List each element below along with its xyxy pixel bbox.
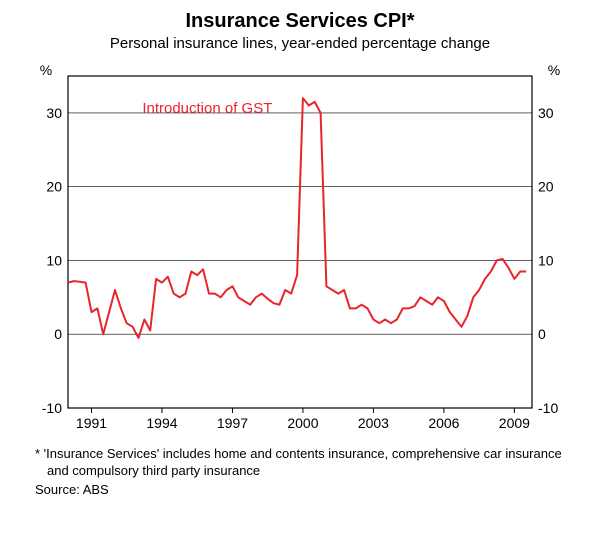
svg-text:10: 10	[538, 252, 554, 268]
svg-text:2009: 2009	[499, 415, 530, 431]
svg-text:0: 0	[54, 326, 62, 342]
svg-text:2000: 2000	[287, 415, 318, 431]
chart-subtitle: Personal insurance lines, year-ended per…	[15, 35, 585, 52]
svg-text:0: 0	[538, 326, 546, 342]
svg-text:20: 20	[46, 179, 62, 195]
line-chart-svg: -10 -10 0 0 10 10 20 20 30 30%% 1991 1994 1997 2000 20…	[20, 58, 580, 438]
chart-area: -10 -10 0 0 10 10 20 20 30 30%% 1991 1994 1997 2000 20…	[20, 58, 580, 438]
chart-source: Source: ABS	[25, 482, 575, 497]
svg-text:-10: -10	[42, 400, 62, 416]
chart-footnote: * 'Insurance Services' includes home and…	[25, 446, 575, 480]
chart-title: Insurance Services CPI*	[15, 10, 585, 33]
svg-text:30: 30	[46, 105, 62, 121]
svg-text:1997: 1997	[217, 415, 248, 431]
svg-text:10: 10	[46, 252, 62, 268]
svg-text:2003: 2003	[358, 415, 389, 431]
svg-text:1991: 1991	[76, 415, 107, 431]
svg-text:%: %	[40, 62, 52, 78]
svg-text:2006: 2006	[428, 415, 459, 431]
svg-text:30: 30	[538, 105, 554, 121]
svg-text:Introduction of GST: Introduction of GST	[142, 100, 272, 117]
svg-text:%: %	[548, 62, 560, 78]
svg-text:1994: 1994	[146, 415, 177, 431]
svg-text:-10: -10	[538, 400, 558, 416]
svg-text:20: 20	[538, 179, 554, 195]
